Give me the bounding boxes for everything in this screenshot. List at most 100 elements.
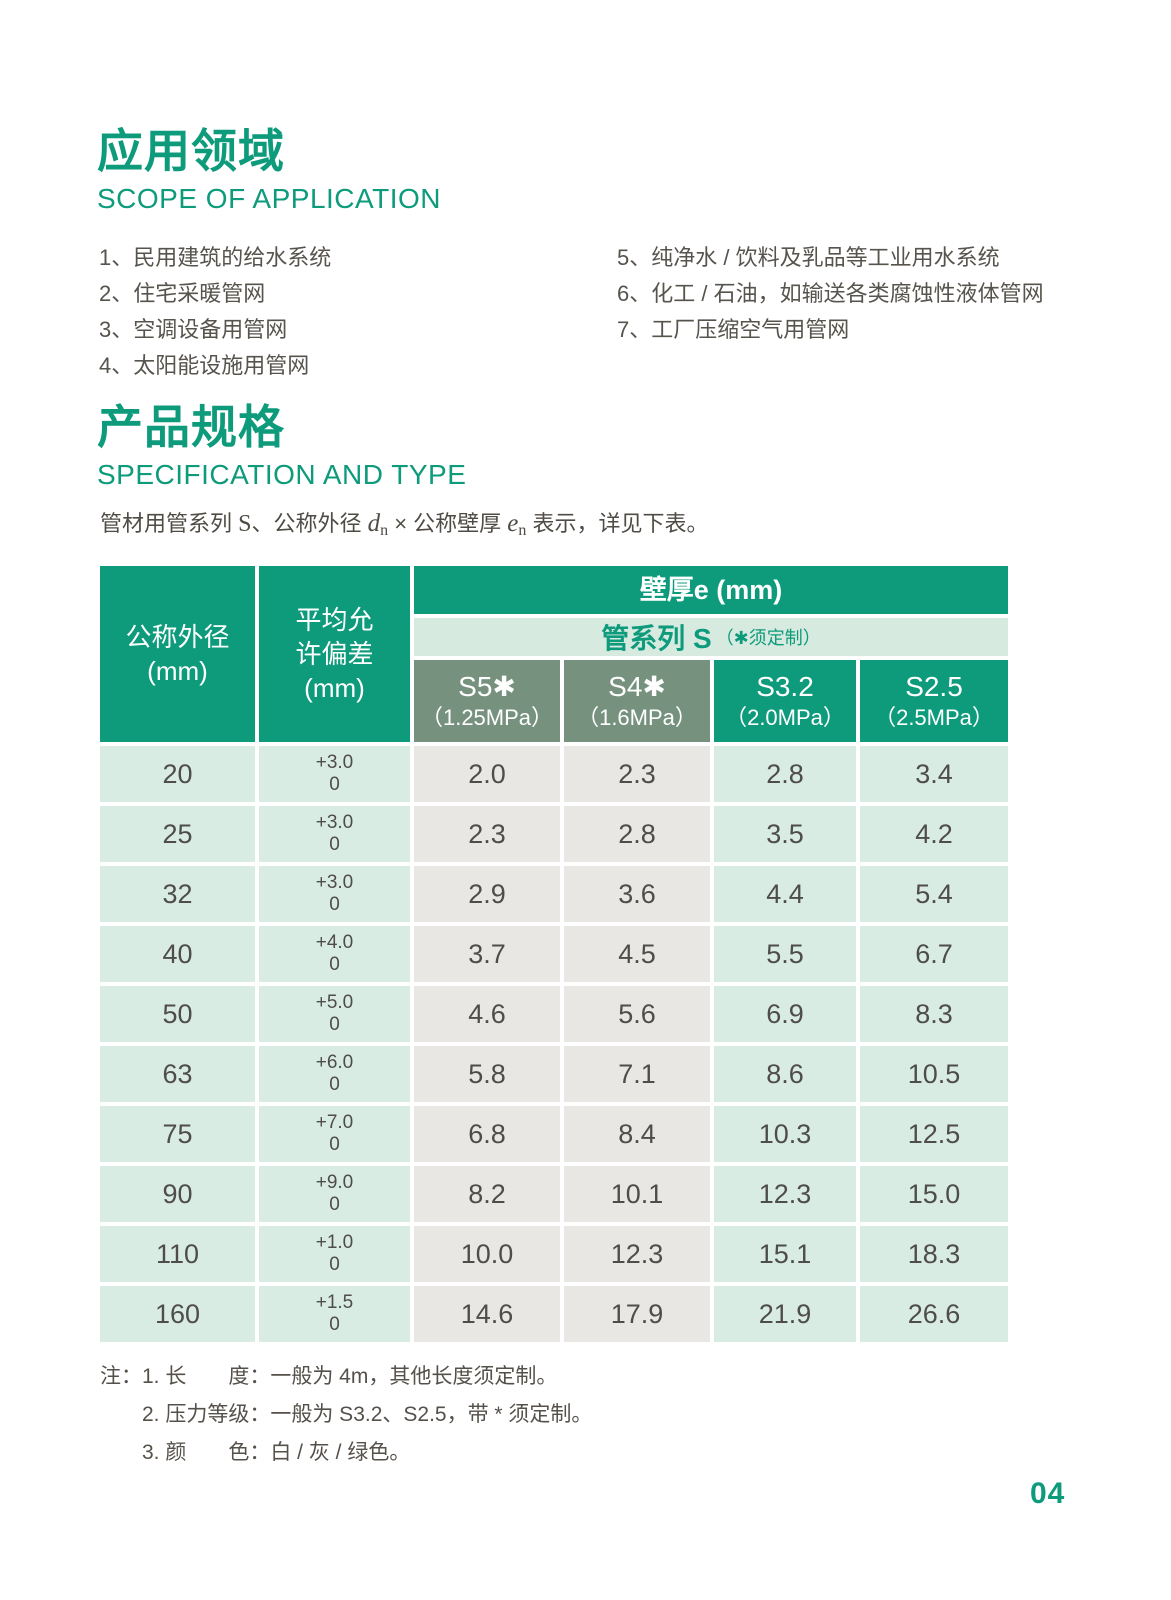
wall-thickness-s32-cell: 8.6 — [714, 1046, 856, 1102]
header-line: 公称外径 — [125, 622, 230, 652]
application-item: 7、工厂压缩空气用管网 — [617, 317, 850, 342]
tolerance-upper: +5.0 — [315, 992, 354, 1013]
desc-symbol-e: e — [507, 510, 519, 537]
desc-text: 、公称外径 — [251, 511, 368, 536]
od-cell: 90 — [100, 1166, 255, 1222]
header-pipe-series: 管系列 S （✱须定制） — [414, 618, 1008, 656]
series-title: 管系列 S — [601, 623, 712, 654]
tolerance-upper: +1.5 — [315, 1292, 354, 1313]
header-tolerance: 平均允 许偏差 (mm) — [259, 566, 410, 742]
tolerance-lower: 0 — [329, 894, 340, 915]
notes-label: 注： — [100, 1365, 142, 1388]
od-cell: 32 — [100, 866, 255, 922]
series-name: S2.5 — [905, 671, 963, 702]
wall-thickness-s25-cell: 18.3 — [860, 1226, 1008, 1282]
tolerance-upper: +4.0 — [315, 932, 354, 953]
series-column-header: S5✱ （1.25MPa） — [414, 660, 560, 742]
wall-thickness-s32-cell: 15.1 — [714, 1226, 856, 1282]
tolerance-lower: 0 — [329, 774, 340, 795]
wall-thickness-s25-cell: 5.4 — [860, 866, 1008, 922]
series-name: S4✱ — [608, 671, 666, 702]
tolerance-cell: +3.0 0 — [259, 806, 410, 862]
series-custom-note: （✱须定制） — [715, 628, 821, 648]
specification-table: 公称外径 (mm) 平均允 许偏差 (mm) 壁厚e (mm) 管系列 S （✱须定制… — [100, 566, 1008, 1342]
application-list-left: 1、民用建筑的给水系统 2、住宅采暖管网 3、空调设备用管网 4、太阳能设施用管网 — [99, 240, 617, 384]
tolerance-upper: +9.0 — [315, 1172, 354, 1193]
tolerance-lower: 0 — [329, 1134, 340, 1155]
tolerance-cell: +3.0 0 — [259, 746, 410, 802]
wall-thickness-s4-cell: 2.8 — [564, 806, 710, 862]
note-item: 3. 颜 色：白 / 灰 / 绿色。 — [142, 1441, 411, 1464]
od-cell: 75 — [100, 1106, 255, 1162]
wall-thickness-s32-cell: 10.3 — [714, 1106, 856, 1162]
application-item: 6、化工 / 石油，如输送各类腐蚀性液体管网 — [617, 281, 1044, 306]
wall-thickness-s32-cell: 5.5 — [714, 926, 856, 982]
wall-thickness-s4-cell: 17.9 — [564, 1286, 710, 1342]
wall-thickness-s5-cell: 2.0 — [414, 746, 560, 802]
series-pressure: （1.6MPa） — [577, 705, 697, 730]
series-column-header: S2.5 （2.5MPa） — [860, 660, 1008, 742]
wall-thickness-s4-cell: 12.3 — [564, 1226, 710, 1282]
application-item: 5、纯净水 / 饮料及乳品等工业用水系统 — [617, 245, 1000, 270]
tolerance-lower: 0 — [329, 1074, 340, 1095]
wall-thickness-s32-cell: 21.9 — [714, 1286, 856, 1342]
tolerance-upper: +3.0 — [315, 872, 354, 893]
tolerance-upper: +3.0 — [315, 752, 354, 773]
od-cell: 63 — [100, 1046, 255, 1102]
wall-thickness-s5-cell: 10.0 — [414, 1226, 560, 1282]
note-item: 2. 压力等级：一般为 S3.2、S2.5，带 * 须定制。 — [142, 1403, 593, 1426]
header-line: (mm) — [147, 656, 208, 686]
tolerance-lower: 0 — [329, 1014, 340, 1035]
od-cell: 40 — [100, 926, 255, 982]
desc-text: 管材用管系列 — [100, 511, 239, 536]
wall-thickness-s4-cell: 10.1 — [564, 1166, 710, 1222]
header-outer-diameter: 公称外径 (mm) — [100, 566, 255, 742]
wall-thickness-s25-cell: 26.6 — [860, 1286, 1008, 1342]
application-list: 1、民用建筑的给水系统 2、住宅采暖管网 3、空调设备用管网 4、太阳能设施用管网 5… — [99, 240, 1044, 384]
tolerance-lower: 0 — [329, 1254, 340, 1275]
tolerance-cell: +5.0 0 — [259, 986, 410, 1042]
wall-thickness-s5-cell: 14.6 — [414, 1286, 560, 1342]
header-line: 平均允 — [295, 605, 374, 635]
od-cell: 25 — [100, 806, 255, 862]
wall-thickness-s4-cell: 2.3 — [564, 746, 710, 802]
scope-title-en: SCOPE OF APPLICATION — [97, 182, 442, 214]
wall-thickness-s25-cell: 3.4 — [860, 746, 1008, 802]
spec-description: 管材用管系列 S、公称外径 dn × 公称壁厚 en 表示，详见下表。 — [100, 506, 709, 540]
wall-thickness-s25-cell: 10.5 — [860, 1046, 1008, 1102]
desc-subscript-n: n — [380, 522, 389, 539]
wall-thickness-s5-cell: 2.9 — [414, 866, 560, 922]
note-item: 1. 长 度：一般为 4m，其他长度须定制。 — [142, 1365, 558, 1388]
wall-thickness-s5-cell: 4.6 — [414, 986, 560, 1042]
tolerance-lower: 0 — [329, 834, 340, 855]
notes-items: 1. 长 度：一般为 4m，其他长度须定制。 2. 压力等级：一般为 S3.2、S… — [142, 1358, 592, 1472]
series-pressure: （1.25MPa） — [420, 705, 554, 730]
scope-section-header: 应用领域 SCOPE OF APPLICATION — [97, 125, 442, 215]
wall-thickness-s4-cell: 5.6 — [564, 986, 710, 1042]
desc-text: × 公称壁厚 — [388, 511, 508, 536]
wall-thickness-title: 壁厚e (mm) — [639, 575, 783, 605]
desc-symbol-d: d — [367, 510, 381, 537]
notes: 注： 1. 长 度：一般为 4m，其他长度须定制。 2. 压力等级：一般为 S3.… — [100, 1358, 592, 1472]
od-cell: 110 — [100, 1226, 255, 1282]
wall-thickness-s4-cell: 8.4 — [564, 1106, 710, 1162]
wall-thickness-s25-cell: 15.0 — [860, 1166, 1008, 1222]
wall-thickness-s4-cell: 4.5 — [564, 926, 710, 982]
series-pressure: （2.5MPa） — [874, 705, 994, 730]
application-item: 4、太阳能设施用管网 — [99, 353, 310, 378]
tolerance-cell: +7.0 0 — [259, 1106, 410, 1162]
tolerance-cell: +1.0 0 — [259, 1226, 410, 1282]
application-item: 3、空调设备用管网 — [99, 317, 288, 342]
tolerance-cell: +1.5 0 — [259, 1286, 410, 1342]
wall-thickness-s5-cell: 2.3 — [414, 806, 560, 862]
tolerance-cell: +4.0 0 — [259, 926, 410, 982]
tolerance-upper: +6.0 — [315, 1052, 354, 1073]
wall-thickness-s4-cell: 3.6 — [564, 866, 710, 922]
wall-thickness-s25-cell: 4.2 — [860, 806, 1008, 862]
od-cell: 20 — [100, 746, 255, 802]
series-name: S5✱ — [458, 671, 516, 702]
tolerance-lower: 0 — [329, 1314, 340, 1335]
series-pressure: （2.0MPa） — [725, 705, 845, 730]
tolerance-upper: +7.0 — [315, 1112, 354, 1133]
